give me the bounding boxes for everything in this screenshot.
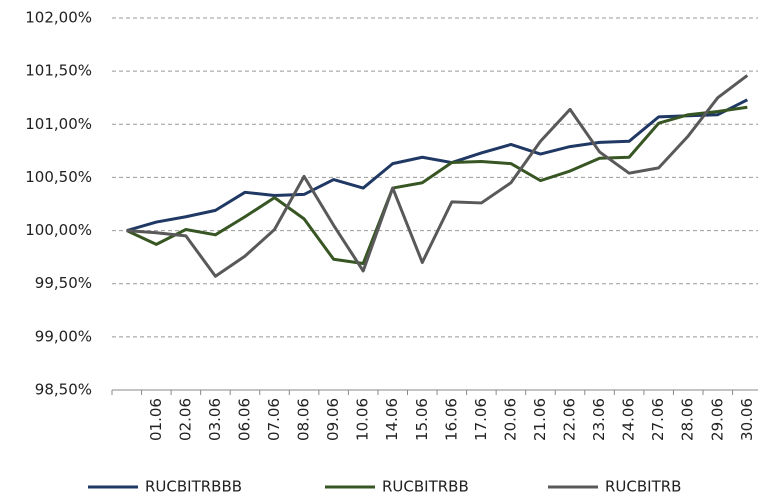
y-tick-label: 102,00% <box>25 9 92 27</box>
y-tick-label: 99,50% <box>35 274 92 292</box>
x-tick-label: 07.06 <box>265 398 283 441</box>
x-tick-label: 27.06 <box>649 398 667 441</box>
y-tick-label: 100,00% <box>25 221 92 239</box>
y-tick-label: 101,50% <box>25 62 92 80</box>
y-tick-label: 100,50% <box>25 168 92 186</box>
x-tick-label: 29.06 <box>708 398 726 441</box>
x-tick-label: 21.06 <box>531 398 549 441</box>
legend-label: RUCBITRBB <box>382 478 469 496</box>
legend-label: RUCBITRBBB <box>145 478 242 496</box>
series-line <box>126 98 748 233</box>
x-tick-label: 28.06 <box>679 398 697 441</box>
y-tick-label: 101,00% <box>25 115 92 133</box>
x-tick-label: 09.06 <box>324 398 342 441</box>
y-tick-label: 99,00% <box>35 327 92 345</box>
x-tick-label: 16.06 <box>442 398 460 441</box>
x-tick-label: 15.06 <box>413 398 431 441</box>
x-tick-label: 03.06 <box>206 398 224 441</box>
x-tick-label: 10.06 <box>354 398 372 441</box>
x-tick-label: 02.06 <box>176 398 194 441</box>
legend-label: RUCBITRB <box>605 478 681 496</box>
x-tick-label: 08.06 <box>295 398 313 441</box>
x-tick-label: 23.06 <box>590 398 608 441</box>
y-tick-label: 98,50% <box>35 381 92 399</box>
x-tick-label: 01.06 <box>147 398 165 441</box>
x-tick-label: 24.06 <box>620 398 638 441</box>
x-tick-label: 30.06 <box>738 398 756 441</box>
x-tick-label: 06.06 <box>235 398 253 441</box>
x-tick-label: 17.06 <box>472 398 490 441</box>
x-tick-label: 22.06 <box>561 398 579 441</box>
x-tick-label: 20.06 <box>501 398 519 441</box>
x-tick-label: 14.06 <box>383 398 401 441</box>
series-line <box>126 74 749 278</box>
series-line <box>126 105 748 266</box>
